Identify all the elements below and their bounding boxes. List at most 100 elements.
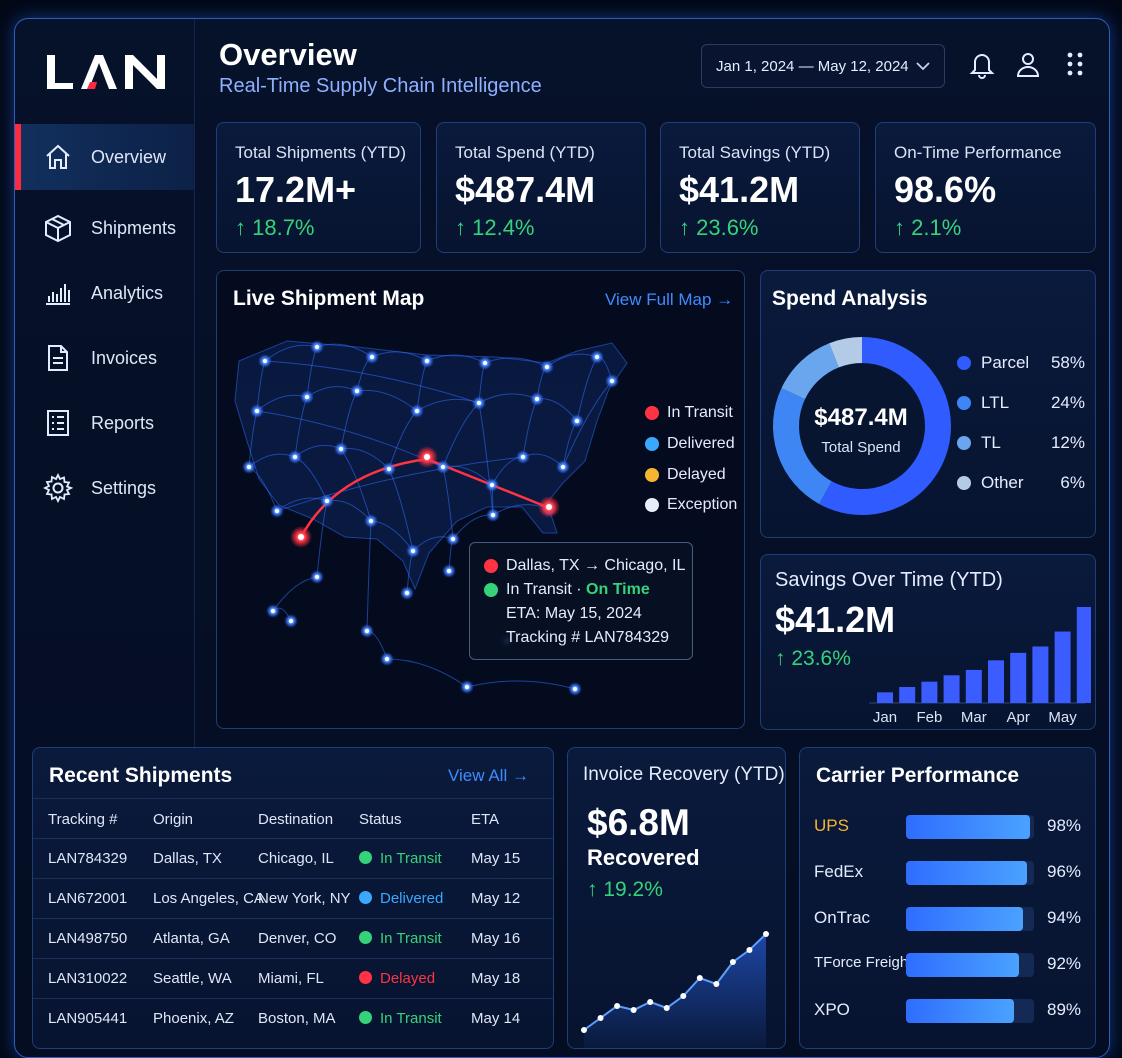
- map-node-core: [425, 359, 429, 363]
- table-cell-status: In Transit: [359, 930, 442, 947]
- table-cell-destination: Miami, FL: [258, 970, 324, 987]
- carrier-bar-track: [906, 815, 1034, 839]
- map-node-core: [315, 575, 319, 579]
- view-full-map-link[interactable]: View Full Map →: [605, 290, 733, 310]
- map-node-core: [573, 687, 577, 691]
- table-row[interactable]: LAN784329 Dallas, TX Chicago, IL In Transit…: [33, 840, 553, 878]
- spend-center-label: Total Spend: [821, 439, 901, 456]
- sidebar-item-overview[interactable]: Overview: [15, 124, 194, 190]
- map-node-core: [415, 409, 419, 413]
- invoice-point: [696, 975, 703, 981]
- table-row[interactable]: LAN905441 Phoenix, AZ Boston, MA In Transit…: [33, 1000, 553, 1038]
- in-transit-node-core: [424, 454, 430, 460]
- column-header[interactable]: Origin: [153, 811, 194, 828]
- map-node-core: [339, 447, 343, 451]
- column-header[interactable]: Status: [359, 811, 402, 828]
- sidebar-item-label: Invoices: [91, 347, 158, 368]
- kpi-delta: ↑ 18.7%: [235, 215, 315, 240]
- donut-slice-ltl: [773, 388, 833, 504]
- table-row[interactable]: LAN498750 Atlanta, GA Denver, CO In Transit…: [33, 920, 553, 958]
- sidebar-item-label: Analytics: [91, 282, 164, 303]
- legend-label: Exception: [667, 496, 738, 513]
- arrow-right-icon: →: [716, 290, 734, 309]
- view-all-link[interactable]: View All →: [448, 766, 529, 786]
- donut-slice-other: [829, 337, 863, 368]
- sidebar-item-label: Settings: [91, 477, 157, 498]
- apps-grid-icon[interactable]: [1060, 49, 1090, 79]
- arrow-right-icon: →: [511, 766, 529, 785]
- brand-logo[interactable]: [43, 49, 173, 104]
- legend-dot: [645, 498, 659, 512]
- map-node-core: [595, 355, 599, 359]
- savings-tick-label: May: [1048, 709, 1077, 725]
- table-cell-tracking: LAN672001: [48, 890, 128, 907]
- kpi-delta: ↑ 2.1%: [894, 215, 962, 240]
- invoice-line: [583, 933, 767, 1031]
- map-node-core: [387, 467, 391, 471]
- table-cell-destination: Chicago, IL: [258, 850, 334, 867]
- in-transit-node-core: [298, 534, 304, 540]
- carrier-bar-fill: [906, 907, 1024, 931]
- column-header[interactable]: ETA: [471, 811, 500, 828]
- map-node-core: [610, 379, 614, 383]
- table-cell-origin: Los Angeles, CA: [153, 890, 264, 907]
- sidebar-item-analytics[interactable]: Analytics: [15, 260, 194, 326]
- sidebar: Overview Shipments Analytics Invoices Re…: [15, 19, 195, 749]
- map-node-core: [325, 499, 329, 503]
- table-cell-eta: May 16: [471, 930, 521, 947]
- date-range-picker[interactable]: Jan 1, 2024 — May 12, 2024: [701, 44, 945, 88]
- map-node-core: [369, 519, 373, 523]
- savings-tick-label: Mar: [961, 709, 987, 725]
- kpi-card-ontime: On-Time Performance 98.6% ↑ 2.1%: [875, 122, 1096, 253]
- map-node-core: [355, 389, 359, 393]
- bar-chart-icon: [46, 284, 70, 305]
- map-node-core: [575, 419, 579, 423]
- invoice-point: [630, 1007, 637, 1013]
- map-node-core: [365, 629, 369, 633]
- map-legend-delivered: Delivered: [645, 435, 735, 453]
- table-row[interactable]: LAN672001 Los Angeles, CA New York, NY Deli…: [33, 880, 553, 918]
- bell-icon[interactable]: [967, 49, 997, 79]
- carrier-bar-track: [906, 953, 1034, 977]
- invoice-delta: ↑ 19.2%: [587, 878, 663, 901]
- spend-legend-item: TL 12%: [957, 433, 1085, 453]
- user-icon[interactable]: [1013, 49, 1043, 79]
- status-label: In Transit: [380, 930, 442, 947]
- table-cell-destination: New York, NY: [258, 890, 351, 907]
- legend-dot: [645, 437, 659, 451]
- column-header[interactable]: Destination: [258, 811, 334, 828]
- donut-slice-tl: [781, 343, 840, 400]
- kpi-delta: ↑ 23.6%: [679, 215, 759, 240]
- legend-label: In Transit: [667, 404, 733, 421]
- kpi-delta: ↑ 12.4%: [455, 215, 535, 240]
- savings-title: Savings Over Time (YTD): [775, 569, 1003, 591]
- column-header[interactable]: Tracking #: [48, 811, 118, 828]
- sidebar-item-invoices[interactable]: Invoices: [15, 325, 194, 391]
- invoice-point: [713, 981, 720, 987]
- sidebar-item-settings[interactable]: Settings: [15, 455, 194, 521]
- sidebar-item-label: Reports: [91, 412, 155, 433]
- legend-dot: [957, 476, 971, 490]
- map-title: Live Shipment Map: [233, 287, 425, 310]
- table-cell-eta: May 14: [471, 1010, 521, 1027]
- invoice-point: [729, 959, 736, 965]
- map-node-core: [483, 361, 487, 365]
- route-line: [366, 520, 372, 632]
- sidebar-item-reports[interactable]: Reports: [15, 390, 194, 456]
- status-label: Delivered: [380, 890, 444, 907]
- us-shipment-map[interactable]: [217, 271, 745, 729]
- document-icon: [48, 345, 68, 371]
- status-label: In Transit: [380, 850, 442, 867]
- map-node-core: [405, 591, 409, 595]
- report-icon: [47, 410, 69, 436]
- live-map-card: Live Shipment Map View Full Map →: [216, 270, 745, 729]
- carrier-percent: 89%: [1047, 1000, 1082, 1019]
- table-row[interactable]: LAN310022 Seattle, WA Miami, FL Delayed May …: [33, 960, 553, 998]
- legend-label: Delayed: [667, 466, 726, 483]
- route-line: [386, 658, 468, 688]
- sidebar-item-shipments[interactable]: Shipments: [15, 195, 194, 261]
- map-node-core: [441, 465, 445, 469]
- table-cell-status: In Transit: [359, 850, 442, 867]
- table-divider: [33, 878, 553, 879]
- invoice-title: Invoice Recovery (YTD): [583, 764, 785, 785]
